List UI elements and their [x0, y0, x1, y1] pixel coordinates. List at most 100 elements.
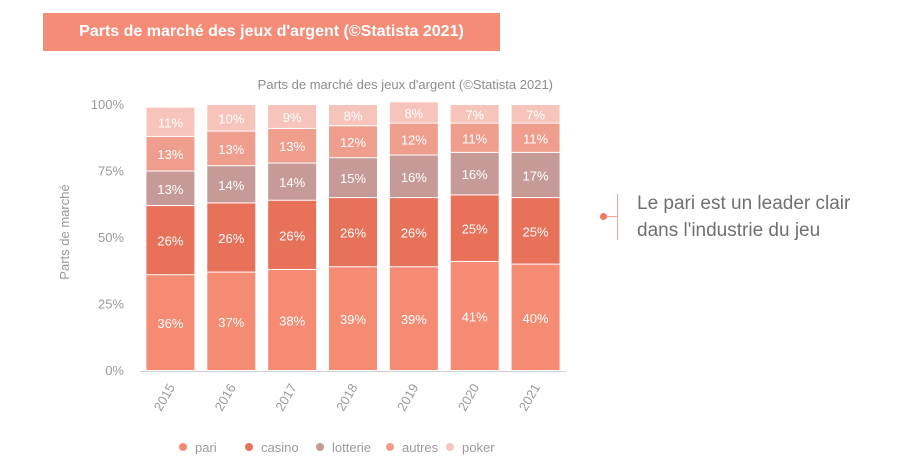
- callout-text: Le pari est un leader clair dans l'indus…: [637, 193, 851, 241]
- banner-title: Parts de marché des jeux d'argent (©Stat…: [79, 23, 464, 40]
- legend-swatch-lotterie: [316, 443, 324, 451]
- x-tick-label: 2016: [211, 381, 238, 414]
- bar-segment-pari: [389, 267, 438, 370]
- legend-swatch-pari: [179, 443, 187, 451]
- y-tick-label: 25%: [98, 297, 124, 312]
- data-label: 12%: [401, 133, 427, 148]
- data-label: 7%: [526, 107, 545, 122]
- data-label: 8%: [404, 106, 423, 121]
- bar-segment-casino: [146, 206, 195, 275]
- bar-segment-casino: [511, 198, 560, 264]
- bar-segment-casino: [329, 198, 377, 267]
- data-label: 39%: [401, 312, 427, 327]
- legend-swatch-autres: [386, 443, 394, 451]
- data-label: 14%: [279, 175, 305, 190]
- data-label: 26%: [340, 226, 366, 241]
- data-label: 8%: [344, 109, 363, 124]
- bar-segment-poker: [329, 105, 377, 126]
- data-label: 26%: [401, 226, 427, 241]
- bar-segment-casino: [389, 198, 438, 267]
- data-label: 40%: [523, 311, 549, 326]
- bar-segment-poker: [450, 105, 499, 123]
- data-label: 10%: [218, 111, 244, 126]
- bar-segment-autres: [450, 123, 499, 152]
- bar-segment-poker: [207, 105, 256, 131]
- bar-segment-lotterie: [146, 171, 195, 206]
- data-label: 7%: [465, 107, 484, 122]
- callout-bracket: [617, 194, 618, 240]
- y-tick-label: 100%: [91, 97, 125, 112]
- data-label: 13%: [279, 139, 305, 154]
- bar-segment-casino: [207, 203, 256, 272]
- x-tick-label: 2017: [272, 381, 299, 414]
- data-label: 16%: [462, 167, 488, 182]
- bar-segment-autres: [207, 131, 256, 166]
- data-label: 13%: [157, 182, 183, 197]
- legend-swatch-casino: [245, 443, 253, 451]
- bar-segment-poker: [268, 105, 317, 128]
- bar-segment-lotterie: [389, 155, 438, 198]
- data-label: 17%: [523, 168, 549, 183]
- bar-segment-autres: [146, 136, 195, 171]
- bar-segment-autres: [389, 123, 438, 155]
- data-label: 11%: [462, 131, 487, 146]
- bar-segment-poker: [511, 105, 560, 123]
- bar-segment-pari: [268, 269, 317, 370]
- data-label: 38%: [279, 313, 305, 328]
- bar-segment-lotterie: [207, 166, 256, 203]
- data-label: 26%: [218, 231, 244, 246]
- data-label: 39%: [340, 312, 366, 327]
- y-tick-label: 0%: [105, 363, 124, 378]
- data-label: 11%: [523, 131, 548, 146]
- data-label: 13%: [218, 142, 244, 157]
- bar-segment-casino: [450, 195, 499, 261]
- data-label: 15%: [340, 171, 366, 186]
- bar-segment-pari: [511, 264, 560, 370]
- data-label: 25%: [523, 224, 549, 239]
- data-label: 14%: [218, 178, 244, 193]
- data-label: 26%: [279, 228, 305, 243]
- x-tick-label: 2021: [516, 381, 543, 414]
- data-label: 37%: [218, 315, 244, 330]
- bar-segment-lotterie: [268, 163, 317, 200]
- legend-label-lotterie: lotterie: [332, 440, 371, 455]
- data-label: 16%: [401, 170, 427, 185]
- legend-label-poker: poker: [462, 440, 495, 455]
- bar-segment-casino: [268, 200, 317, 269]
- bar-segment-autres: [329, 126, 377, 158]
- x-tick-label: 2018: [333, 381, 360, 414]
- bar-segment-pari: [450, 261, 499, 370]
- chart-banner: Parts de marché des jeux d'argent (©Stat…: [43, 13, 500, 51]
- legend-label-autres: autres: [402, 440, 439, 455]
- bar-segment-lotterie: [329, 158, 377, 198]
- callout: Le pari est un leader clair dans l'indus…: [596, 190, 886, 250]
- y-tick-label: 50%: [98, 230, 124, 245]
- data-label: 36%: [157, 316, 183, 331]
- bar-segment-lotterie: [450, 152, 499, 195]
- bar-segment-poker: [146, 107, 195, 136]
- data-label: 12%: [340, 135, 366, 150]
- x-tick-label: 2019: [394, 381, 421, 414]
- legend-swatch-poker: [446, 443, 454, 451]
- bar-segment-pari: [329, 267, 377, 370]
- data-label: 41%: [462, 309, 488, 324]
- data-label: 11%: [158, 115, 183, 130]
- bar-segment-autres: [511, 123, 560, 152]
- data-label: 13%: [157, 147, 183, 162]
- callout-dot-icon: [600, 213, 607, 220]
- legend-label-casino: casino: [261, 440, 299, 455]
- x-tick-label: 2020: [455, 381, 482, 414]
- data-label: 26%: [157, 234, 183, 249]
- data-label: 9%: [283, 110, 302, 125]
- chart-subtitle: Parts de marché des jeux d'argent (©Stat…: [258, 77, 553, 92]
- callout-connector: [607, 216, 617, 217]
- bar-segment-lotterie: [511, 152, 560, 198]
- y-tick-label: 75%: [98, 164, 124, 179]
- x-tick-label: 2015: [151, 381, 178, 414]
- legend-label-pari: pari: [195, 440, 217, 455]
- bar-segment-pari: [207, 272, 256, 370]
- bar-segment-autres: [268, 128, 317, 163]
- bar-segment-pari: [146, 275, 195, 370]
- y-axis-label: Parts de marché: [57, 184, 72, 279]
